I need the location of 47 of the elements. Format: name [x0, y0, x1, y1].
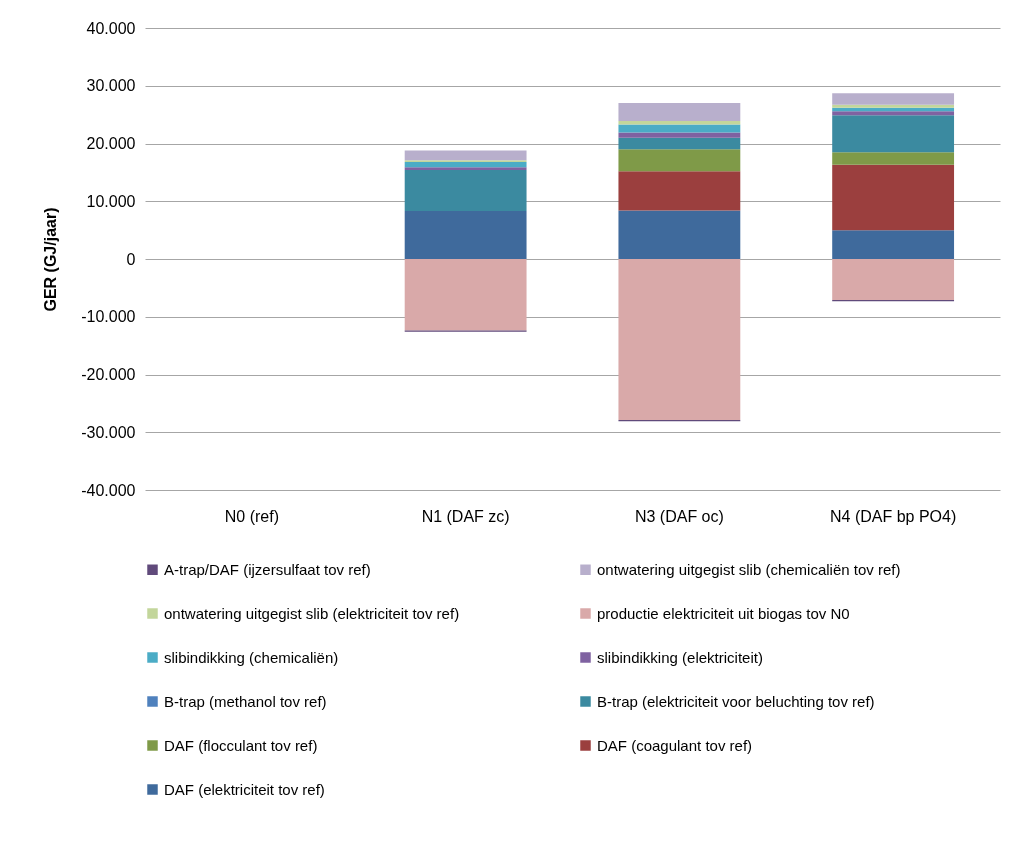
bar [404, 161, 527, 168]
bar [832, 93, 955, 105]
legend-label: DAF (coagulant tov ref) [597, 736, 753, 754]
bar [832, 164, 955, 231]
y-axis-title: GER (GJ/jaar) [42, 207, 60, 312]
y-tick-label: 40.000 [86, 19, 136, 37]
x-tick-label: N1 (DAF zc) [421, 507, 510, 525]
bar [618, 171, 741, 211]
legend-label: ontwatering uitgegist slib (elektriciteit tov ref) [164, 604, 460, 622]
y-tick-label: 10.000 [86, 192, 136, 210]
bar [404, 167, 527, 171]
bar [618, 103, 741, 121]
legend-label: slibindikking (elektriciteit) [597, 648, 763, 666]
legend-label: slibindikking (chemicaliën) [164, 648, 339, 666]
bar [618, 149, 741, 172]
x-tick-label: N3 (DAF oc) [634, 507, 724, 525]
y-tick-label: 30.000 [86, 77, 136, 95]
legend-label: B-trap (elektriciteit voor beluchting tov ref) [597, 692, 875, 710]
y-tick-label: 20.000 [86, 135, 136, 152]
bar [618, 137, 741, 150]
y-tick-label: -30.000 [81, 423, 136, 441]
bar [618, 210, 741, 259]
bar [404, 150, 527, 161]
bar [832, 115, 955, 153]
bar [832, 111, 955, 116]
legend-label: B-trap (methanol tov ref) [164, 692, 327, 710]
x-tick-label: N4 (DAF bp PO4) [829, 507, 957, 525]
bar [618, 132, 741, 138]
bar [832, 104, 955, 108]
x-tick-label: N0 (ref) [224, 507, 279, 525]
bar [404, 170, 527, 212]
y-tick-label: -20.000 [81, 366, 136, 383]
legend-label: productie elektriciteit uit biogas tov N0 [597, 604, 850, 622]
legend-label: DAF (elektriciteit tov ref) [164, 780, 325, 798]
bar [404, 259, 527, 331]
legend-label: DAF (flocculant tov ref) [164, 736, 318, 754]
bar [404, 211, 527, 259]
bar [832, 152, 955, 165]
y-tick-label: -10.000 [81, 308, 136, 326]
bar [618, 124, 741, 133]
legend-label: ontwatering uitgegist slib (chemicaliën tov ref) [597, 560, 901, 578]
bar [832, 230, 955, 259]
y-tick-label: 0 [126, 250, 136, 268]
bar [618, 259, 741, 421]
bar [832, 259, 955, 300]
legend-label: A-trap/DAF (ijzersulfaat tov ref) [164, 560, 371, 578]
y-tick-label: -40.000 [81, 481, 136, 499]
